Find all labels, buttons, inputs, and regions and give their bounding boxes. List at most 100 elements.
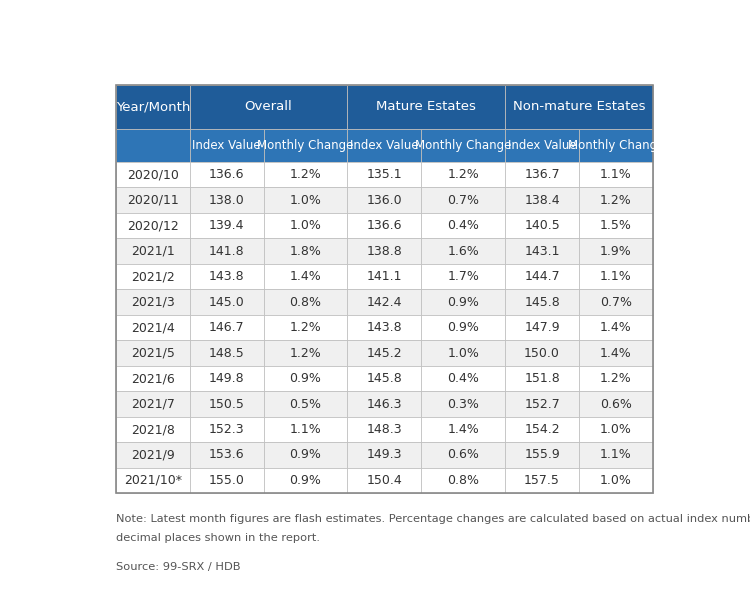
Text: 0.9%: 0.9% xyxy=(447,321,479,334)
Text: 143.1: 143.1 xyxy=(524,245,560,258)
Text: 0.6%: 0.6% xyxy=(600,398,632,411)
Bar xyxy=(347,417,422,442)
Text: 1.4%: 1.4% xyxy=(290,270,322,283)
Text: 1.4%: 1.4% xyxy=(447,423,479,436)
Text: 2021/4: 2021/4 xyxy=(131,321,175,334)
Text: 2020/12: 2020/12 xyxy=(127,219,178,232)
Text: Monthly Change: Monthly Change xyxy=(415,139,512,152)
Text: 136.6: 136.6 xyxy=(209,168,245,181)
Text: 1.2%: 1.2% xyxy=(290,168,322,181)
Text: 1.1%: 1.1% xyxy=(600,168,632,181)
Text: Index Value: Index Value xyxy=(192,139,261,152)
Text: 2021/3: 2021/3 xyxy=(131,296,175,309)
Text: 1.8%: 1.8% xyxy=(290,245,322,258)
Text: Index Value: Index Value xyxy=(350,139,418,152)
Text: 1.6%: 1.6% xyxy=(447,245,479,258)
Bar xyxy=(263,213,347,238)
Text: 138.4: 138.4 xyxy=(524,194,560,207)
Text: 0.9%: 0.9% xyxy=(290,449,322,462)
Bar xyxy=(347,129,422,162)
Bar xyxy=(422,340,506,366)
Bar xyxy=(116,442,190,467)
Bar xyxy=(116,467,190,493)
Bar xyxy=(347,391,422,417)
Bar xyxy=(190,187,263,213)
Text: 145.2: 145.2 xyxy=(367,346,402,359)
Bar xyxy=(506,85,653,129)
Text: 136.6: 136.6 xyxy=(367,219,402,232)
Bar xyxy=(190,264,263,290)
Text: Year/Month: Year/Month xyxy=(116,100,190,113)
Text: 138.8: 138.8 xyxy=(367,245,402,258)
Text: 0.3%: 0.3% xyxy=(447,398,479,411)
Bar xyxy=(263,391,347,417)
Text: 157.5: 157.5 xyxy=(524,474,560,487)
Text: 0.4%: 0.4% xyxy=(447,372,479,385)
Text: 145.8: 145.8 xyxy=(524,296,560,309)
Bar xyxy=(116,187,190,213)
Bar xyxy=(506,315,579,340)
Text: 1.1%: 1.1% xyxy=(600,449,632,462)
Bar xyxy=(116,315,190,340)
Text: decimal places shown in the report.: decimal places shown in the report. xyxy=(116,533,320,543)
Bar xyxy=(579,187,653,213)
Bar xyxy=(347,213,422,238)
Bar xyxy=(263,315,347,340)
Text: 2020/11: 2020/11 xyxy=(127,194,178,207)
Bar xyxy=(263,467,347,493)
Bar xyxy=(506,340,579,366)
Bar xyxy=(263,162,347,187)
Bar xyxy=(263,264,347,290)
Text: 1.7%: 1.7% xyxy=(447,270,479,283)
Bar xyxy=(579,290,653,315)
Text: Mature Estates: Mature Estates xyxy=(376,100,476,113)
Text: 142.4: 142.4 xyxy=(367,296,402,309)
Text: 2020/10: 2020/10 xyxy=(127,168,178,181)
Bar xyxy=(506,417,579,442)
Bar xyxy=(506,238,579,264)
Bar xyxy=(116,264,190,290)
Text: 1.2%: 1.2% xyxy=(290,321,322,334)
Bar xyxy=(579,366,653,391)
Bar xyxy=(116,417,190,442)
Text: 0.4%: 0.4% xyxy=(447,219,479,232)
Text: 136.0: 136.0 xyxy=(367,194,402,207)
Text: 0.7%: 0.7% xyxy=(600,296,632,309)
Text: Note: Latest month figures are flash estimates. Percentage changes are calculate: Note: Latest month figures are flash est… xyxy=(116,514,750,524)
Text: 146.7: 146.7 xyxy=(209,321,245,334)
Bar xyxy=(116,129,190,162)
Bar xyxy=(190,366,263,391)
Bar xyxy=(422,366,506,391)
Bar xyxy=(190,238,263,264)
Text: 1.0%: 1.0% xyxy=(290,194,322,207)
Bar xyxy=(422,467,506,493)
Text: 0.7%: 0.7% xyxy=(447,194,479,207)
Text: 141.1: 141.1 xyxy=(367,270,402,283)
Bar xyxy=(263,187,347,213)
Bar xyxy=(190,290,263,315)
Text: 1.2%: 1.2% xyxy=(600,194,632,207)
Text: 2021/7: 2021/7 xyxy=(130,398,175,411)
Text: 144.7: 144.7 xyxy=(524,270,560,283)
Text: 149.8: 149.8 xyxy=(209,372,245,385)
Text: 2021/2: 2021/2 xyxy=(131,270,175,283)
Text: 1.0%: 1.0% xyxy=(600,423,632,436)
Bar xyxy=(263,340,347,366)
Bar xyxy=(347,340,422,366)
Text: 141.8: 141.8 xyxy=(209,245,245,258)
Bar xyxy=(422,264,506,290)
Bar xyxy=(190,129,263,162)
Bar xyxy=(422,417,506,442)
Text: 1.4%: 1.4% xyxy=(600,346,632,359)
Bar xyxy=(190,340,263,366)
Text: 154.2: 154.2 xyxy=(524,423,560,436)
Text: 150.0: 150.0 xyxy=(524,346,560,359)
Bar xyxy=(506,290,579,315)
Text: 148.5: 148.5 xyxy=(209,346,245,359)
Bar xyxy=(263,366,347,391)
Text: 150.4: 150.4 xyxy=(367,474,402,487)
Text: 143.8: 143.8 xyxy=(367,321,402,334)
Text: 152.7: 152.7 xyxy=(524,398,560,411)
Text: 135.1: 135.1 xyxy=(367,168,402,181)
Bar xyxy=(506,442,579,467)
